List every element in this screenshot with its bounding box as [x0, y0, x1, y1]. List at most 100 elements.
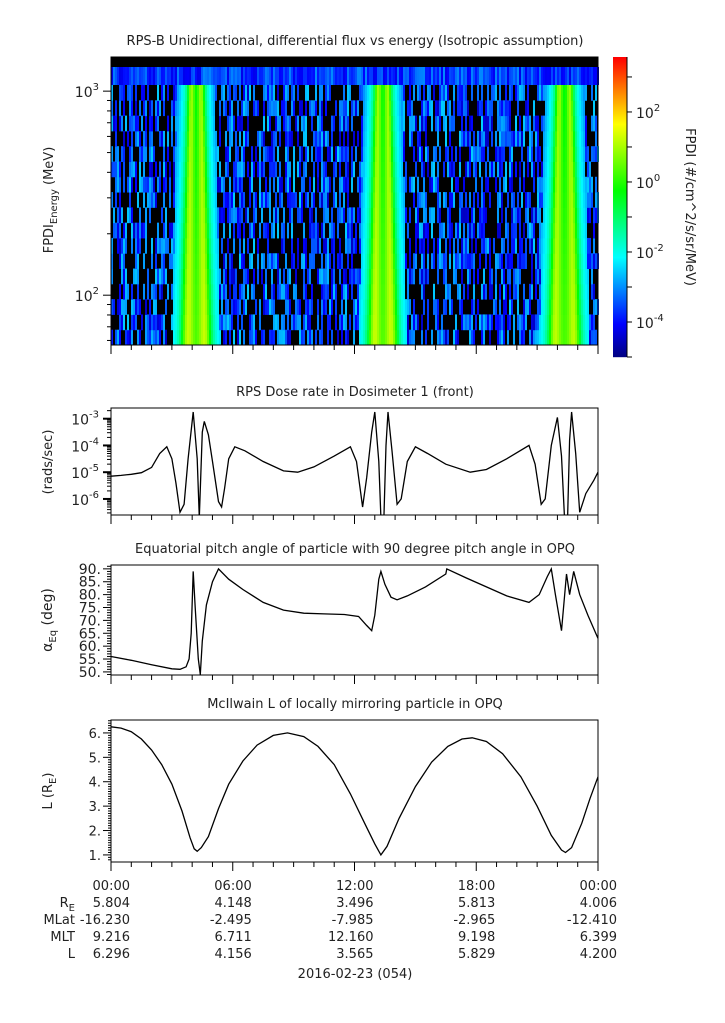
heatmap-cell — [201, 314, 203, 331]
heatmap-cell — [447, 67, 449, 85]
heatmap-cell — [587, 67, 589, 85]
heatmap-cell — [363, 207, 365, 224]
heatmap-cell — [183, 100, 185, 117]
colorbar-segment — [613, 347, 627, 349]
date-label: 2016-02-23 (054) — [298, 967, 413, 982]
heatmap-cell — [579, 268, 581, 285]
heatmap-cell — [311, 329, 313, 346]
heatmap-cell — [185, 130, 187, 147]
heatmap-cell — [443, 222, 445, 239]
heatmap-cell — [547, 329, 549, 346]
colorbar-tick-label-exp: -4 — [654, 313, 664, 324]
heatmap-cell — [197, 329, 199, 346]
heatmap-cell — [261, 268, 263, 285]
heatmap-cell — [209, 283, 211, 300]
heatmap-cell — [367, 207, 369, 224]
colorbar-segment — [613, 134, 627, 136]
y-axis-label-tail: (deg) — [40, 588, 56, 630]
heatmap-cell — [233, 67, 235, 85]
heatmap-cell — [367, 329, 369, 346]
heatmap-cell — [187, 314, 189, 331]
heatmap-cell — [541, 237, 543, 254]
y-tick-label: 103 — [75, 82, 99, 101]
heatmap-cell — [561, 100, 563, 117]
heatmap-cell — [481, 207, 483, 224]
heatmap-cell — [561, 176, 563, 193]
heatmap-cell — [199, 222, 201, 239]
heatmap-cell — [361, 268, 363, 285]
heatmap-cell — [447, 85, 449, 101]
heatmap-cell — [135, 67, 137, 85]
heatmap-cell — [393, 176, 395, 193]
heatmap-cell — [365, 314, 367, 331]
heatmap-cell — [205, 85, 207, 101]
heatmap-cell — [297, 299, 299, 315]
heatmap-cell — [119, 222, 121, 239]
heatmap-cell — [367, 146, 369, 162]
heatmap-cell — [255, 67, 257, 85]
heatmap-cell — [337, 146, 339, 162]
heatmap-cell — [471, 207, 473, 224]
heatmap-cell — [377, 207, 379, 224]
heatmap-cell — [305, 299, 307, 315]
heatmap-cell — [453, 237, 455, 254]
heatmap-cell — [209, 222, 211, 239]
heatmap-cell — [273, 130, 275, 147]
heatmap-cell — [369, 314, 371, 331]
heatmap-cell — [423, 100, 425, 117]
ephemeris-row: MLat -16.230 -2.495 -7.985 -2.965 -12.410 — [43, 913, 617, 928]
heatmap-cell — [193, 115, 195, 132]
heatmap-cell — [369, 299, 371, 315]
heatmap-cell — [463, 176, 465, 193]
heatmap-cell — [367, 100, 369, 117]
colorbar-segment — [613, 125, 627, 127]
heatmap-cell — [201, 253, 203, 270]
heatmap-cell — [513, 192, 515, 208]
heatmap-cell — [341, 299, 343, 315]
colorbar-segment — [613, 85, 627, 87]
heatmap-cell — [339, 100, 341, 117]
heatmap-cell — [267, 67, 269, 85]
heatmap-cell — [569, 268, 571, 285]
heatmap-cell — [407, 283, 409, 300]
heatmap-cell — [567, 176, 569, 193]
colorbar-segment — [613, 191, 627, 193]
heatmap-cell — [559, 237, 561, 254]
heatmap-cell — [393, 268, 395, 285]
heatmap-cell — [423, 176, 425, 193]
heatmap-cell — [565, 115, 567, 132]
heatmap-cell — [113, 299, 115, 315]
heatmap-cell — [335, 146, 337, 162]
heatmap-cell — [387, 67, 389, 85]
heatmap-cell — [571, 67, 573, 85]
heatmap-cell — [359, 268, 361, 285]
heatmap-cell — [175, 299, 177, 315]
heatmap-cell — [387, 100, 389, 117]
heatmap-cell — [467, 161, 469, 178]
heatmap-cell — [571, 268, 573, 285]
heatmap-cell — [437, 161, 439, 178]
heatmap-cell — [137, 130, 139, 147]
colorbar-segment — [613, 254, 627, 256]
heatmap-cell — [561, 283, 563, 300]
heatmap-cell — [217, 253, 219, 270]
heatmap-cell — [233, 176, 235, 193]
heatmap-cell — [457, 237, 459, 254]
heatmap-cell — [167, 283, 169, 300]
heatmap-cell — [343, 314, 345, 331]
heatmap-cell — [439, 237, 441, 254]
heatmap-cell — [297, 253, 299, 270]
heatmap-cell — [403, 207, 405, 224]
heatmap-cell — [205, 146, 207, 162]
heatmap-cell — [573, 329, 575, 346]
colorbar-tick-label-exp: 2 — [654, 103, 660, 114]
heatmap-cell — [459, 222, 461, 239]
heatmap-cell — [357, 299, 359, 315]
heatmap-cell — [511, 161, 513, 178]
heatmap-cell — [273, 253, 275, 270]
colorbar-segment — [613, 205, 627, 207]
heatmap-cell — [553, 237, 555, 254]
heatmap-cell — [557, 237, 559, 254]
heatmap-cell — [163, 85, 165, 101]
heatmap-cell — [317, 222, 319, 239]
